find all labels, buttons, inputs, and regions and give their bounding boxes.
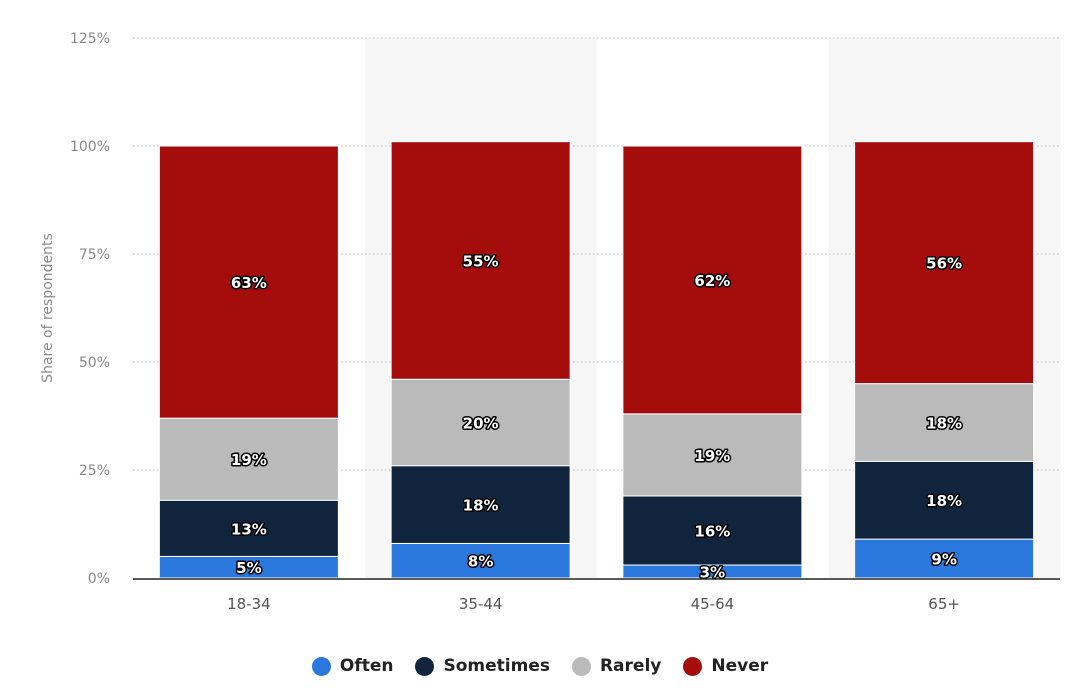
x-tick-label: 18-34 [227,595,271,613]
legend: Often Sometimes Rarely Never [0,652,1080,680]
legend-label: Never [711,656,769,676]
y-axis-ticks: 0% 25% 50% 75% 100% 125% [70,31,110,587]
bar-often-35-44[interactable] [390,542,571,579]
legend-marker-icon [415,656,435,676]
bars [158,141,1035,579]
bar-rarely-35-44[interactable] [390,378,571,467]
legend-label: Sometimes [443,656,550,676]
bar-rarely-45-64[interactable] [622,413,803,497]
bar-never-45-64[interactable] [622,145,803,415]
legend-marker-icon [683,656,703,676]
y-tick-label: 50% [79,355,110,371]
bar-sometimes-35-44[interactable] [390,465,571,544]
x-tick-label: 65+ [928,595,960,613]
data-label-sometimes-45-64: 16% [694,522,730,540]
y-tick-label: 75% [79,247,110,263]
x-tick-label: 35-44 [459,595,503,613]
y-tick-label: 100% [70,139,110,155]
y-tick-label: 125% [70,31,110,47]
y-tick-label: 0% [88,571,110,587]
x-tick-label: 45-64 [691,595,735,613]
data-label-never-18-34: 63% [231,274,267,292]
y-tick-label: 25% [79,463,110,479]
data-label-never-65+: 56% [926,255,962,273]
bar-sometimes-18-34[interactable] [158,499,339,557]
bar-rarely-18-34[interactable] [158,417,339,501]
data-label-rarely-18-34: 19% [231,451,267,469]
data-label-rarely-45-64: 19% [694,447,730,465]
bar-rarely-65+[interactable] [854,383,1035,462]
data-labels: 5% 13% 19% 63% 8% 18% 20% 55% 3% 16% 19% 62% 9% 18% 18… [229,251,963,583]
legend-label: Rarely [599,656,662,676]
bar-never-35-44[interactable] [390,141,571,380]
bar-never-65+[interactable] [854,141,1035,385]
bar-sometimes-45-64[interactable] [622,495,803,566]
legend-label: Often [339,656,394,676]
data-label-often-35-44: 8% [468,553,493,571]
legend-marker-icon [571,656,591,676]
legend-item-sometimes[interactable]: Sometimes [415,656,550,676]
data-label-sometimes-18-34: 13% [231,520,267,538]
y-axis-label: Share of respondents [40,233,56,383]
legend-marker-icon [311,656,331,676]
legend-item-often[interactable]: Often [311,656,394,676]
bar-often-65+[interactable] [854,538,1035,579]
data-label-never-45-64: 62% [694,272,730,290]
data-label-often-18-34: 5% [236,559,261,577]
data-label-rarely-65+: 18% [926,414,962,432]
bar-sometimes-65+[interactable] [854,460,1035,540]
bar-never-18-34[interactable] [158,145,339,419]
data-label-rarely-35-44: 20% [463,414,499,432]
data-label-sometimes-35-44: 18% [463,497,499,515]
data-label-never-35-44: 55% [463,252,499,270]
data-label-sometimes-65+: 18% [926,492,962,510]
data-label-often-45-64: 3% [700,564,725,582]
data-label-often-65+: 9% [931,551,956,569]
legend-item-never[interactable]: Never [683,656,768,676]
legend-item-rarely[interactable]: Rarely [571,656,662,676]
stacked-bar-chart: 0% 25% 50% 75% 100% 125% Share of respondents… [40,31,1061,613]
x-axis-ticks: 18-34 35-44 45-64 65+ [227,595,960,613]
